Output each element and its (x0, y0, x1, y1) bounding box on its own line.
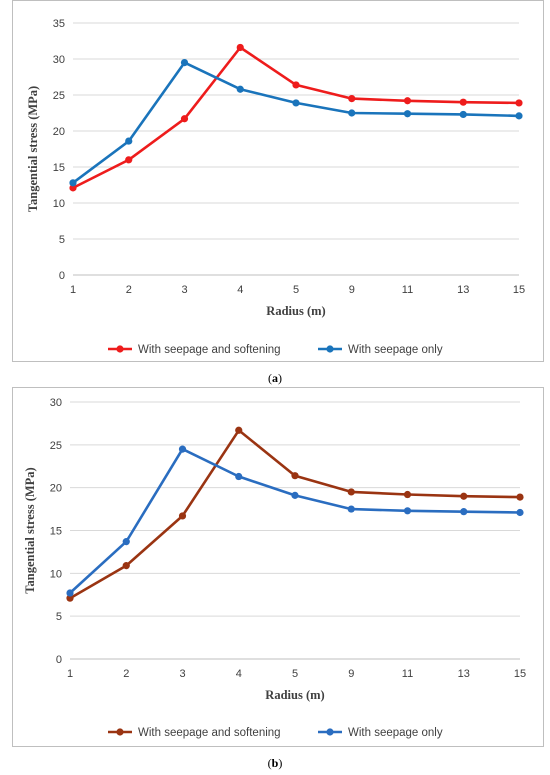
data-point (66, 594, 74, 602)
y-axis-title: Tangential stress (MPa) (26, 86, 40, 212)
x-tick-label: 15 (514, 668, 526, 680)
data-point (236, 43, 244, 52)
y-tick-label: 35 (53, 18, 65, 30)
data-point (69, 184, 77, 192)
data-point (403, 110, 412, 118)
data-point (515, 99, 523, 107)
y-tick-label: 5 (59, 234, 65, 246)
data-point (292, 99, 300, 107)
data-point (235, 472, 243, 481)
y-tick-label: 25 (50, 440, 62, 452)
x-tick-label: 1 (70, 284, 76, 296)
y-tick-label: 15 (50, 526, 62, 538)
y-axis-title: Tangential stress (MPa) (23, 467, 37, 593)
x-tick-label: 3 (181, 284, 187, 296)
x-tick-label: 5 (292, 668, 298, 680)
legend-swatch-marker (116, 345, 124, 353)
x-tick-label: 3 (179, 668, 185, 680)
y-tick-label: 0 (56, 654, 62, 666)
legend-swatch-marker (326, 728, 334, 736)
x-tick-label: 9 (349, 284, 355, 296)
data-point (122, 562, 130, 570)
x-tick-label: 9 (348, 668, 354, 680)
x-tick-label: 4 (236, 668, 242, 680)
caption-a-label: a (272, 371, 278, 385)
y-tick-label: 10 (53, 198, 65, 210)
y-tick-label: 20 (53, 126, 65, 138)
chart-panel-b: 0 5 10 15 20 25 30 1 2 3 4 5 9 11 13 15 Radius (m) Tangen… (0, 387, 550, 747)
x-tick-label: 15 (513, 284, 525, 296)
x-tick-label: 5 (293, 284, 299, 296)
y-tick-label: 30 (50, 397, 62, 409)
x-tick-label: 13 (458, 668, 470, 680)
y-tick-label: 20 (50, 483, 62, 495)
data-point (180, 59, 189, 67)
data-point (516, 508, 524, 517)
data-point (403, 490, 412, 499)
x-axis-title: Radius (m) (265, 688, 324, 702)
data-point (125, 137, 133, 145)
data-point (125, 156, 133, 164)
data-point (178, 512, 187, 520)
data-point (460, 492, 468, 500)
legend-swatch-marker (116, 728, 124, 736)
data-point (347, 488, 355, 496)
y-tick-label: 5 (56, 611, 62, 623)
y-tick-label: 30 (53, 54, 65, 66)
x-tick-label: 2 (126, 284, 132, 296)
y-tick-label: 15 (53, 162, 65, 174)
x-tick-label: 2 (123, 668, 129, 680)
y-tick-label: 0 (59, 270, 65, 282)
data-point (292, 81, 300, 89)
chart-frame (12, 387, 544, 747)
x-tick-label: 11 (402, 668, 413, 680)
legend-swatch-marker (326, 345, 334, 353)
legend-label: With seepage and softening (138, 344, 281, 356)
x-tick-label: 11 (402, 284, 413, 296)
data-point (69, 179, 77, 187)
data-point (66, 589, 74, 597)
legend-label: With seepage and softening (138, 727, 281, 739)
legend-label: With seepage only (348, 344, 443, 356)
chart-frame (12, 0, 544, 362)
x-tick-label: 13 (457, 284, 469, 296)
x-axis-title: Radius (m) (266, 304, 325, 318)
data-point (459, 110, 467, 119)
data-point (348, 95, 356, 103)
data-point (235, 426, 243, 434)
data-point (459, 98, 467, 106)
data-point (178, 445, 187, 453)
data-point (348, 109, 356, 117)
data-point (180, 115, 189, 123)
data-point (516, 493, 524, 501)
data-point (291, 491, 299, 499)
data-point (291, 472, 299, 480)
chart-panel-a: 0 5 10 15 20 25 30 35 1 2 3 4 5 9 11 13 15 Radius (m) Tang… (0, 0, 550, 362)
data-point (236, 85, 244, 93)
data-point (122, 538, 130, 546)
data-point (515, 112, 523, 120)
data-point (347, 505, 355, 513)
y-tick-label: 25 (53, 90, 65, 102)
x-tick-label: 4 (237, 284, 243, 296)
legend-label: With seepage only (348, 727, 443, 739)
caption-b: (b) (267, 756, 283, 770)
x-tick-label: 1 (67, 668, 73, 680)
data-point (403, 507, 412, 515)
chart-b: 0 5 10 15 20 25 30 1 2 3 4 5 9 11 13 15 Radius (m) Tangen… (12, 387, 544, 747)
caption-b-label: b (271, 756, 279, 770)
y-tick-label: 10 (50, 568, 62, 580)
caption-a: (a) (268, 371, 282, 385)
data-point (460, 508, 468, 516)
chart-a: 0 5 10 15 20 25 30 35 1 2 3 4 5 9 11 13 15 Radius (m) Tang… (12, 0, 544, 362)
data-point (403, 97, 412, 105)
